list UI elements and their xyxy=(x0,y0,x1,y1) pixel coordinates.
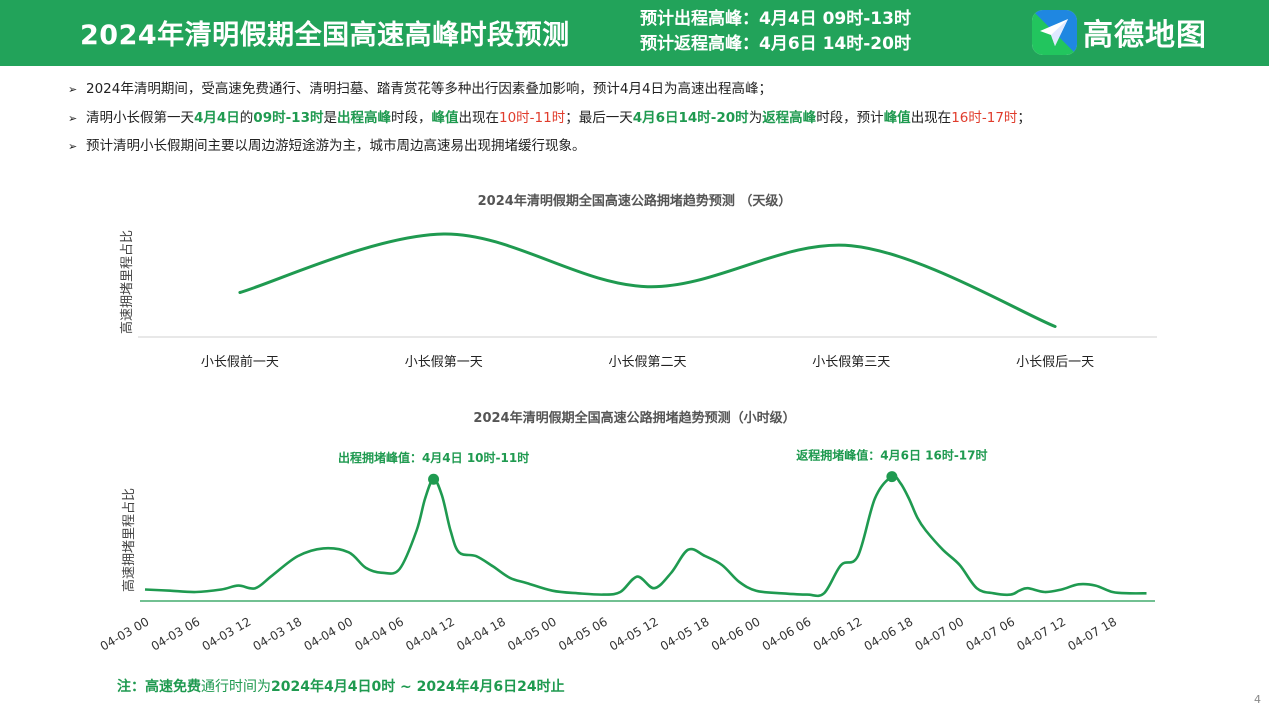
bullet-2: ➢ 清明小长假第一天4月4日的09时-13时是出程高峰时段，峰值出现在10时-11… xyxy=(68,108,1248,137)
bullet-2-highlight: 峰值 xyxy=(431,109,459,126)
daily-x-tick-label: 小长假第三天 xyxy=(812,355,890,370)
arrow-bullet-icon: ➢ xyxy=(68,83,78,96)
hourly-x-tick-label: 04-03 06 xyxy=(149,614,203,653)
hourly-x-tick-label: 04-05 06 xyxy=(556,614,610,653)
bullet-3: ➢ 预计清明小长假期间主要以周边游短途游为主，城市周边高速易出现拥堵缓行现象。 xyxy=(68,136,1248,165)
note-prefix: 注： xyxy=(117,679,145,695)
hourly-x-tick-label: 04-07 18 xyxy=(1065,614,1119,653)
hourly-x-tick-label: 04-06 12 xyxy=(811,614,865,653)
hourly-x-tick-label: 04-05 00 xyxy=(505,614,559,653)
bullet-2-part: 清明小长假第一天 xyxy=(86,109,194,126)
hourly-x-tick-label: 04-06 00 xyxy=(709,614,763,653)
bullet-2-part: 出现在 xyxy=(458,109,499,126)
hourly-x-tick-label: 04-03 18 xyxy=(251,614,305,653)
amap-logo: 高德地图 xyxy=(1032,9,1207,55)
hourly-x-tick-label: 04-03 12 xyxy=(200,614,254,653)
peak-marker xyxy=(428,473,440,485)
bullet-2-highlight: 返程高峰 xyxy=(762,109,817,126)
hourly-x-tick-label: 04-07 12 xyxy=(1014,614,1068,653)
bullet-2-part: 的 xyxy=(239,109,254,126)
bullet-1-text: 2024年清明期间，受高速免费通行、清明扫墓、踏青赏花等多种出行因素叠加影响，预… xyxy=(86,81,773,97)
daily-x-tick-label: 小长假第二天 xyxy=(608,355,686,370)
summary-bullets: ➢ 2024年清明期间，受高速免费通行、清明扫墓、踏青赏花等多种出行因素叠加影响，… xyxy=(68,79,1248,165)
daily-chart: 小长假前一天 小长假第一天 小长假第二天 小长假第三天 小长假后一天 xyxy=(138,232,1157,370)
daily-x-tick-label: 小长假第一天 xyxy=(405,355,483,370)
hourly-chart-title: 2024年清明假期全国高速公路拥堵趋势预测（小时级） xyxy=(473,411,796,426)
header-banner: 2024年清明假期全国高速高峰时段预测 预计出程高峰：4月4日 09时-13时 … xyxy=(0,0,1269,66)
note-range: 2024年4月4日0时 ~ 2024年4月6日24时止 xyxy=(271,679,565,695)
page-number: 4 xyxy=(1254,693,1261,706)
bullet-2-part: 时段， xyxy=(390,109,432,126)
bullet-2-highlight: 4月4日 xyxy=(194,109,240,126)
hourly-x-tick-label: 04-04 18 xyxy=(454,614,508,653)
outbound-peak-text: 预计出程高峰：4月4日 09时-13时 xyxy=(640,9,911,29)
hourly-x-tick-label: 04-05 18 xyxy=(658,614,712,653)
bullet-2-highlight: 09时-13时 xyxy=(253,109,324,126)
return-peak-text: 预计返程高峰：4月6日 14时-20时 xyxy=(640,34,911,54)
daily-series-line xyxy=(238,232,1057,328)
arrow-bullet-icon: ➢ xyxy=(68,140,78,153)
hourly-x-tick-label: 04-06 06 xyxy=(760,614,814,653)
bullet-3-text: 预计清明小长假期间主要以周边游短途游为主，城市周边高速易出现拥堵缓行现象。 xyxy=(86,138,586,154)
arrow-bullet-icon: ➢ xyxy=(68,111,78,125)
footnote: 注：高速免费通行时间为2024年4月4日0时 ~ 2024年4月6日24时止 xyxy=(117,676,565,696)
hourly-x-tick-label: 04-05 12 xyxy=(607,614,661,653)
hourly-x-tick-label: 04-04 12 xyxy=(403,614,457,653)
paper-plane-icon xyxy=(1032,9,1077,55)
daily-x-tick-label: 小长假后一天 xyxy=(1016,355,1094,370)
bullet-2-red: 10时-11时 xyxy=(498,109,566,126)
hourly-series-line xyxy=(144,474,1147,598)
bullet-2-highlight: 峰值 xyxy=(883,109,911,126)
bullet-2-highlight: 4月6日14时-20时 xyxy=(632,109,749,126)
daily-chart-title: 2024年清明假期全国高速公路拥堵趋势预测 （天级） xyxy=(477,194,792,209)
bullet-2-red: 16时-17时 xyxy=(951,109,1018,126)
peak-annotation-label: 返程拥堵峰值：4月6日 16时-17时 xyxy=(796,448,987,463)
daily-x-tick-label: 小长假前一天 xyxy=(201,354,279,370)
bullet-2-part: 是 xyxy=(323,109,337,126)
note-mid: 通行时间为 xyxy=(201,679,271,695)
peak-summary: 预计出程高峰：4月4日 09时-13时 预计返程高峰：4月6日 14时-20时 xyxy=(640,7,911,57)
peak-marker xyxy=(886,471,898,483)
bullet-2-part: 为 xyxy=(748,109,763,126)
hourly-x-tick-label: 04-06 18 xyxy=(862,614,916,653)
logo-text: 高德地图 xyxy=(1083,18,1207,53)
hourly-x-tick-label: 04-07 06 xyxy=(963,614,1017,653)
bullet-2-part: 出现在 xyxy=(910,109,952,126)
bullet-2-highlight: 出程高峰 xyxy=(336,109,391,126)
bullet-1: ➢ 2024年清明期间，受高速免费通行、清明扫墓、踏青赏花等多种出行因素叠加影响，… xyxy=(68,79,1248,108)
hourly-x-tick-label: 04-07 00 xyxy=(913,614,967,653)
bullet-2-part: 时段，预计 xyxy=(816,109,884,126)
hourly-x-tick-label: 04-03 00 xyxy=(98,614,152,653)
bullet-2-part: ； xyxy=(1017,109,1031,126)
hourly-x-tick-label: 04-04 06 xyxy=(352,614,406,653)
note-free: 高速免费 xyxy=(145,679,201,695)
peak-annotation-label: 出程拥堵峰值：4月4日 10时-11时 xyxy=(338,450,529,465)
hourly-x-tick-label: 04-04 00 xyxy=(301,614,355,653)
bullet-2-part: ；最后一天 xyxy=(565,109,633,126)
page-title: 2024年清明假期全国高速高峰时段预测 xyxy=(80,20,570,51)
